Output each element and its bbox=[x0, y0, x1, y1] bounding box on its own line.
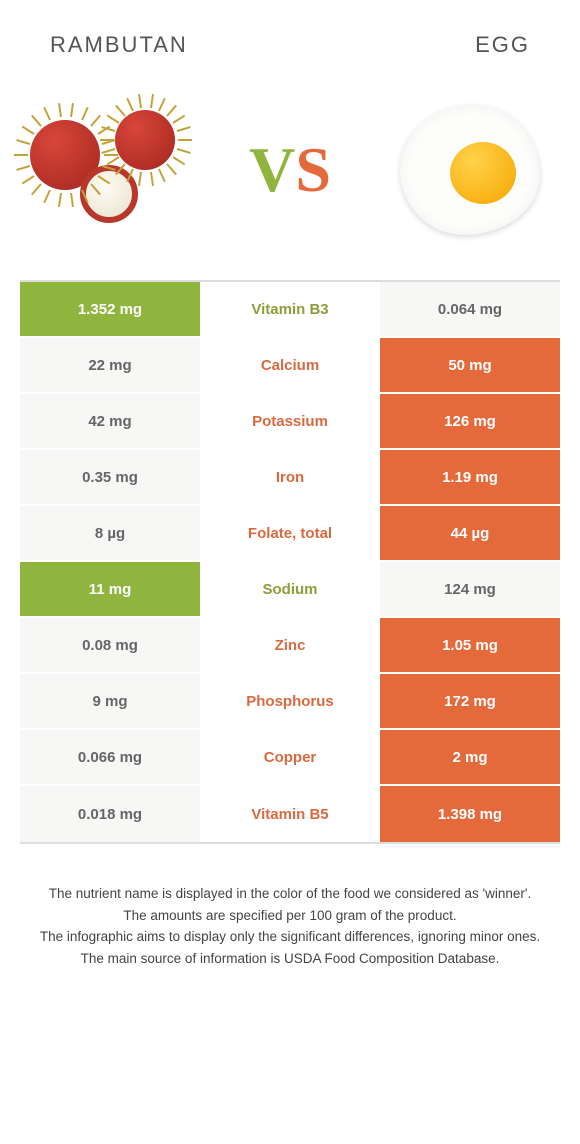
cell-right-value: 0.064 mg bbox=[380, 282, 560, 336]
cell-right-value: 1.398 mg bbox=[380, 786, 560, 842]
cell-left-value: 1.352 mg bbox=[20, 282, 200, 336]
footer-line: The main source of information is USDA F… bbox=[30, 949, 550, 969]
table-row: 1.352 mgVitamin B30.064 mg bbox=[20, 282, 560, 338]
infographic-container: Rambutan Egg VS 1.352 mgVitamin B30.064 … bbox=[0, 0, 580, 1000]
cell-left-value: 8 µg bbox=[20, 506, 200, 560]
cell-nutrient-name: Phosphorus bbox=[200, 674, 380, 728]
table-row: 22 mgCalcium50 mg bbox=[20, 338, 560, 394]
cell-right-value: 1.19 mg bbox=[380, 450, 560, 504]
cell-nutrient-name: Vitamin B5 bbox=[200, 786, 380, 842]
table-row: 0.35 mgIron1.19 mg bbox=[20, 450, 560, 506]
footer-notes: The nutrient name is displayed in the co… bbox=[20, 884, 560, 990]
header-row: Rambutan Egg bbox=[20, 20, 560, 70]
cell-left-value: 9 mg bbox=[20, 674, 200, 728]
table-row: 8 µgFolate, total44 µg bbox=[20, 506, 560, 562]
table-row: 42 mgPotassium126 mg bbox=[20, 394, 560, 450]
cell-right-value: 50 mg bbox=[380, 338, 560, 392]
food-right-title: Egg bbox=[475, 32, 530, 58]
cell-left-value: 42 mg bbox=[20, 394, 200, 448]
cell-nutrient-name: Iron bbox=[200, 450, 380, 504]
vs-v: V bbox=[249, 134, 295, 205]
cell-right-value: 126 mg bbox=[380, 394, 560, 448]
table-row: 11 mgSodium124 mg bbox=[20, 562, 560, 618]
cell-nutrient-name: Copper bbox=[200, 730, 380, 784]
cell-right-value: 44 µg bbox=[380, 506, 560, 560]
rambutan-image bbox=[20, 90, 200, 250]
images-row: VS bbox=[20, 70, 560, 270]
table-row: 9 mgPhosphorus172 mg bbox=[20, 674, 560, 730]
vs-s: S bbox=[295, 134, 331, 205]
footer-line: The amounts are specified per 100 gram o… bbox=[30, 906, 550, 926]
cell-left-value: 22 mg bbox=[20, 338, 200, 392]
cell-left-value: 11 mg bbox=[20, 562, 200, 616]
cell-right-value: 2 mg bbox=[380, 730, 560, 784]
cell-right-value: 1.05 mg bbox=[380, 618, 560, 672]
table-row: 0.018 mgVitamin B51.398 mg bbox=[20, 786, 560, 842]
egg-image bbox=[380, 90, 560, 250]
cell-left-value: 0.018 mg bbox=[20, 786, 200, 842]
nutrient-table: 1.352 mgVitamin B30.064 mg22 mgCalcium50… bbox=[20, 280, 560, 844]
cell-nutrient-name: Calcium bbox=[200, 338, 380, 392]
vs-label: VS bbox=[249, 133, 331, 207]
cell-nutrient-name: Folate, total bbox=[200, 506, 380, 560]
cell-nutrient-name: Sodium bbox=[200, 562, 380, 616]
table-row: 0.08 mgZinc1.05 mg bbox=[20, 618, 560, 674]
footer-line: The nutrient name is displayed in the co… bbox=[30, 884, 550, 904]
table-row: 0.066 mgCopper2 mg bbox=[20, 730, 560, 786]
cell-nutrient-name: Potassium bbox=[200, 394, 380, 448]
cell-right-value: 124 mg bbox=[380, 562, 560, 616]
footer-line: The infographic aims to display only the… bbox=[30, 927, 550, 947]
cell-nutrient-name: Zinc bbox=[200, 618, 380, 672]
cell-nutrient-name: Vitamin B3 bbox=[200, 282, 380, 336]
food-left-title: Rambutan bbox=[50, 32, 188, 58]
cell-left-value: 0.35 mg bbox=[20, 450, 200, 504]
cell-left-value: 0.066 mg bbox=[20, 730, 200, 784]
cell-left-value: 0.08 mg bbox=[20, 618, 200, 672]
cell-right-value: 172 mg bbox=[380, 674, 560, 728]
